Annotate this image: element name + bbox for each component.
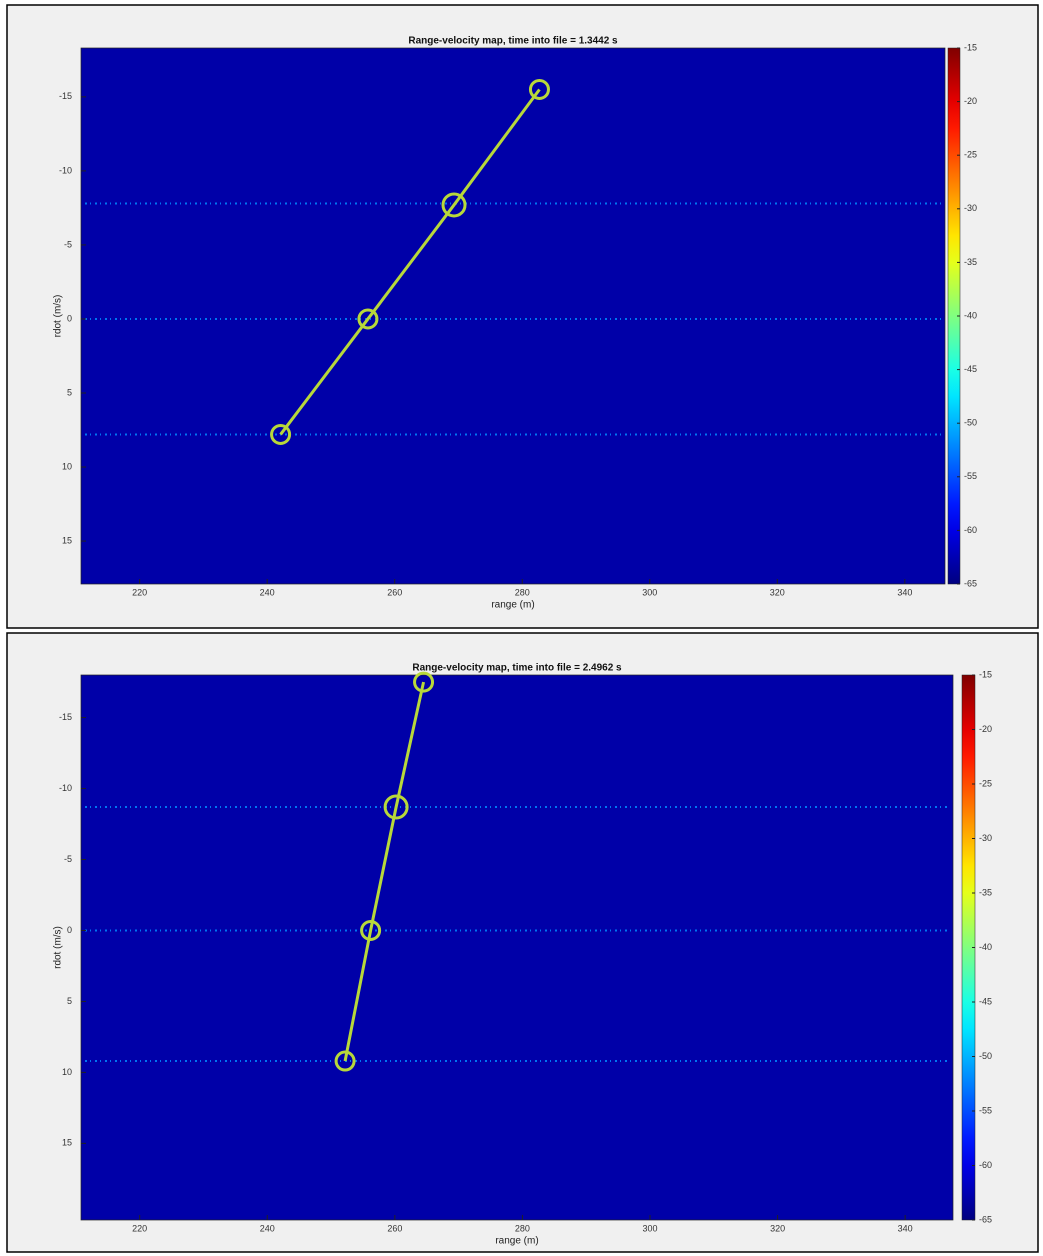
x-axis-label: range (m) (495, 1236, 538, 1247)
plot-frame (80, 674, 954, 1221)
x-tick-label: 280 (515, 587, 530, 597)
y-tick-label: 5 (67, 996, 72, 1006)
y-tick-label: 10 (62, 461, 72, 471)
colorbar-tick-label: -55 (979, 1105, 992, 1115)
y-tick-label: -5 (64, 854, 72, 864)
x-tick-label: 260 (387, 587, 402, 597)
colorbar-tick-label: -45 (979, 996, 992, 1006)
colorbar-tick-label: -45 (964, 364, 977, 374)
y-tick-label: -15 (59, 712, 72, 722)
colorbar-tick-label: -15 (964, 42, 977, 52)
y-tick-label: 5 (67, 387, 72, 397)
y-tick-label: -15 (59, 91, 72, 101)
track-point (360, 919, 382, 941)
colorbar-tick-label: -20 (979, 724, 992, 734)
y-tick-label: 15 (62, 1138, 72, 1148)
colorbar-tick-label: -40 (964, 310, 977, 320)
x-tick-label: 340 (898, 1223, 913, 1233)
track-point (357, 308, 379, 330)
y-tick-label: -10 (59, 783, 72, 793)
x-tick-label: 260 (387, 1223, 402, 1233)
x-tick-label: 320 (770, 587, 785, 597)
track-line (279, 88, 541, 436)
x-axis-label: range (m) (491, 600, 534, 611)
colorbar-tick-label: -25 (979, 778, 992, 788)
chart-title: Range-velocity map, time into file = 2.4… (412, 663, 622, 674)
x-tick-label: 280 (515, 1223, 530, 1233)
y-tick-label: 0 (67, 313, 72, 323)
x-tick-label: 240 (260, 587, 275, 597)
colorbar-tick-label: -50 (964, 418, 977, 428)
y-tick-label: 0 (67, 925, 72, 935)
x-tick-label: 240 (260, 1223, 275, 1233)
colorbar-tick-label: -35 (964, 257, 977, 267)
track-point (334, 1050, 356, 1072)
y-tick-label: -10 (59, 165, 72, 175)
x-tick-label: 340 (897, 587, 912, 597)
y-tick-label: 15 (62, 535, 72, 545)
colorbar-tick-label: -50 (979, 1051, 992, 1061)
colorbar-tick-label: -15 (979, 669, 992, 679)
y-tick-label: -5 (64, 239, 72, 249)
colorbar-tick-label: -35 (979, 887, 992, 897)
x-tick-label: 320 (770, 1223, 785, 1233)
colorbar-tick-label: -60 (964, 525, 977, 535)
colorbar-tick-label: -25 (964, 150, 977, 160)
colorbar-tick-label: -65 (964, 578, 977, 588)
colorbar-tick-label: -30 (979, 833, 992, 843)
y-axis-label: rdot (m/s) (53, 926, 64, 969)
track-point (413, 671, 435, 693)
colorbar-tick-label: -55 (964, 471, 977, 481)
colorbar-tick-label: -30 (964, 203, 977, 213)
heatmap-background (81, 48, 945, 584)
colorbar-tick-label: -40 (979, 942, 992, 952)
track-point (528, 78, 550, 100)
track-point (383, 794, 409, 820)
y-axis-label: rdot (m/s) (53, 295, 64, 338)
x-tick-label: 220 (132, 587, 147, 597)
colorbar-tick-label: -60 (979, 1160, 992, 1170)
heatmap-background (81, 675, 953, 1220)
chart-title: Range-velocity map, time into file = 1.3… (408, 36, 618, 47)
track-point (270, 423, 292, 445)
x-tick-label: 220 (132, 1223, 147, 1233)
x-tick-label: 300 (642, 587, 657, 597)
y-tick-label: 10 (62, 1067, 72, 1077)
plot-frame (80, 47, 946, 585)
colorbar-tick-label: -65 (979, 1214, 992, 1224)
track-line (343, 681, 426, 1062)
track-point (441, 192, 467, 218)
x-tick-label: 300 (642, 1223, 657, 1233)
colorbar-tick-label: -20 (964, 96, 977, 106)
